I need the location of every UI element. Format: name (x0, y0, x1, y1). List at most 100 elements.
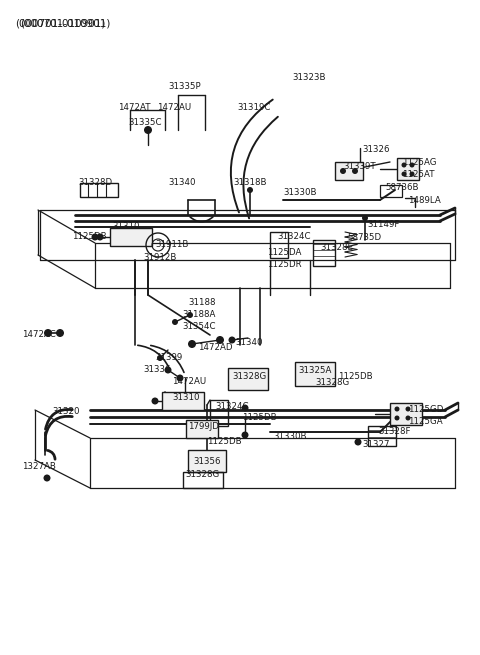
Text: 31328G: 31328G (315, 378, 349, 387)
Circle shape (409, 162, 415, 168)
Text: 31328E: 31328E (320, 243, 353, 252)
Text: 31328G: 31328G (232, 372, 266, 381)
Bar (380, 185, 402, 197)
Bar (228, 368, 268, 390)
Bar (186, 420, 218, 438)
Text: 1125AG: 1125AG (402, 158, 436, 167)
Text: 1472AU: 1472AU (157, 103, 191, 112)
Bar (188, 450, 226, 472)
Bar (80, 183, 118, 197)
Text: 1125AT: 1125AT (402, 170, 434, 179)
Circle shape (188, 340, 196, 348)
Circle shape (96, 233, 104, 240)
Text: 1489LA: 1489LA (408, 196, 441, 205)
Text: 1125DA: 1125DA (267, 248, 301, 257)
Circle shape (157, 355, 163, 361)
Text: 31335P: 31335P (168, 82, 201, 91)
Text: 1472AD: 1472AD (198, 343, 232, 352)
Circle shape (228, 337, 236, 343)
Text: 1799JD: 1799JD (188, 422, 219, 431)
Bar (110, 228, 152, 246)
Text: (000701-010901): (000701-010901) (20, 18, 110, 28)
Circle shape (401, 162, 407, 168)
Circle shape (92, 233, 98, 240)
Text: 31324C: 31324C (215, 402, 249, 411)
Text: 31354C: 31354C (182, 322, 216, 331)
Circle shape (395, 415, 399, 421)
Circle shape (172, 319, 178, 325)
Circle shape (352, 168, 358, 174)
Text: 31327: 31327 (362, 440, 389, 449)
Circle shape (152, 398, 158, 405)
Text: 31328D: 31328D (78, 178, 112, 187)
Circle shape (340, 168, 346, 174)
Text: 1125DR: 1125DR (267, 260, 301, 269)
Text: 1125DB: 1125DB (72, 232, 107, 241)
Text: 31324C: 31324C (277, 232, 311, 241)
Text: (000701-010901): (000701-010901) (15, 18, 106, 28)
Circle shape (406, 415, 410, 421)
Text: 1472AU: 1472AU (172, 377, 206, 386)
Text: 31328F: 31328F (378, 427, 410, 436)
Text: 31340: 31340 (235, 338, 263, 347)
Text: 31326: 31326 (362, 145, 389, 154)
Text: 31149F: 31149F (367, 220, 399, 229)
Text: 31319C: 31319C (237, 103, 270, 112)
Text: 1125DB: 1125DB (242, 413, 276, 422)
Bar (313, 240, 335, 266)
Text: 1125GA: 1125GA (408, 417, 443, 426)
Circle shape (406, 407, 410, 411)
Bar (295, 362, 335, 386)
Bar (368, 426, 396, 446)
Bar (390, 403, 422, 425)
Text: 31335C: 31335C (128, 118, 161, 127)
Circle shape (144, 126, 152, 134)
Text: 31188A: 31188A (182, 310, 216, 319)
Text: 31318B: 31318B (233, 178, 266, 187)
Text: 31330B: 31330B (273, 432, 307, 441)
Circle shape (165, 367, 171, 373)
Text: 31336: 31336 (143, 365, 170, 374)
Bar (210, 400, 228, 426)
Text: 31328G: 31328G (185, 470, 219, 479)
Bar (335, 162, 363, 180)
Circle shape (177, 375, 183, 381)
Text: 31310: 31310 (172, 393, 200, 402)
Text: 1125GD: 1125GD (408, 405, 444, 414)
Bar (183, 472, 223, 488)
Text: 31330B: 31330B (283, 188, 316, 197)
Text: 31323B: 31323B (292, 73, 325, 82)
Text: 1472AT: 1472AT (118, 103, 151, 112)
Circle shape (44, 474, 50, 481)
Bar (162, 392, 204, 410)
Bar (270, 232, 288, 258)
Circle shape (216, 336, 224, 344)
Text: 1472AC: 1472AC (22, 330, 56, 339)
Circle shape (44, 329, 52, 337)
Text: 31340: 31340 (168, 178, 195, 187)
Text: 58735D: 58735D (347, 233, 381, 242)
Text: 58736B: 58736B (385, 183, 419, 192)
Text: 1125DB: 1125DB (207, 437, 241, 446)
Text: 31356: 31356 (193, 457, 220, 466)
Circle shape (241, 405, 249, 411)
Circle shape (241, 432, 249, 438)
Text: 31399: 31399 (155, 353, 182, 362)
Text: 1125DB: 1125DB (338, 372, 372, 381)
Bar (397, 158, 419, 180)
Text: 31912B: 31912B (143, 253, 176, 262)
Text: 31339T: 31339T (343, 162, 376, 171)
Circle shape (401, 172, 407, 176)
Circle shape (362, 215, 368, 221)
Circle shape (395, 407, 399, 411)
Circle shape (355, 438, 361, 445)
Text: 31325A: 31325A (298, 366, 331, 375)
Text: 1327AB: 1327AB (22, 462, 56, 471)
Circle shape (409, 172, 415, 176)
Text: 31911B: 31911B (155, 240, 188, 249)
Circle shape (187, 312, 193, 318)
Circle shape (247, 187, 253, 193)
Text: 31188: 31188 (188, 298, 216, 307)
Circle shape (56, 329, 64, 337)
Text: 31320: 31320 (52, 407, 80, 416)
